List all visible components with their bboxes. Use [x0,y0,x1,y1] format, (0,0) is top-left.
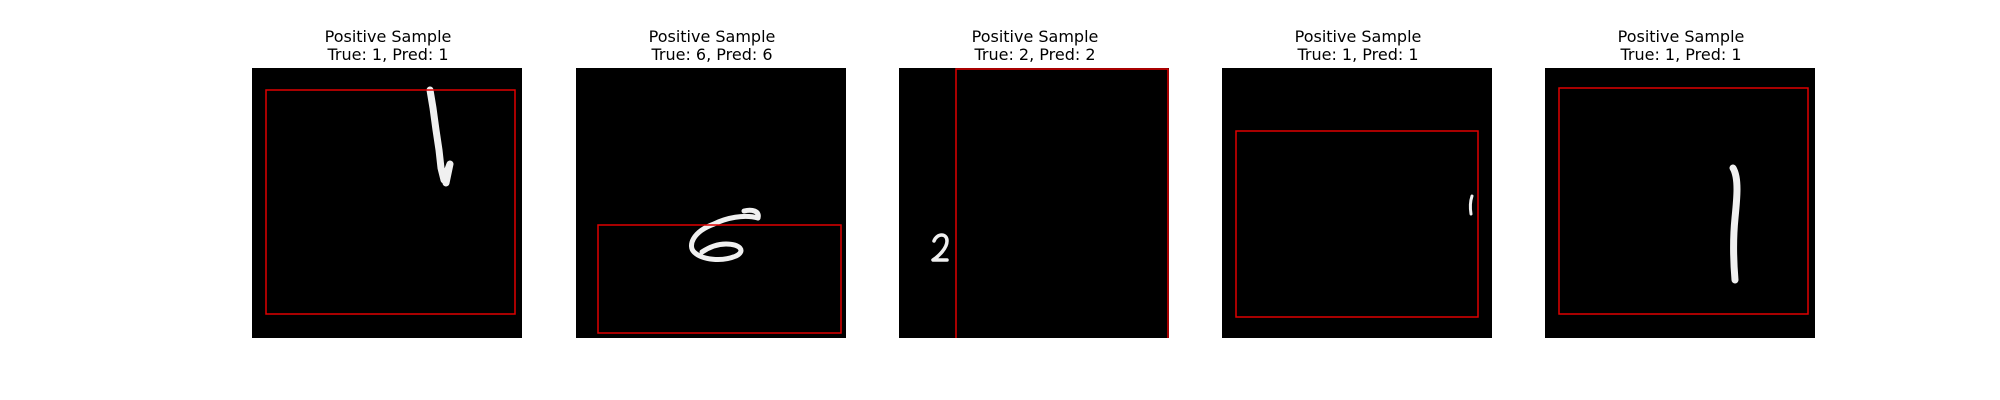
panel-title-line1: Positive Sample [1617,27,1745,46]
panel-title-line1: Positive Sample [1294,27,1422,46]
panel-title: Positive Sample True: 1, Pred: 1 [1198,28,1518,64]
digit-stroke [931,233,949,262]
digit-stroke-top [741,207,761,221]
sample-panel-2: Positive Sample True: 6, Pred: 6 [552,0,872,400]
panel-title: Positive Sample True: 1, Pred: 1 [228,28,548,64]
digit-stroke [1729,164,1741,284]
digit-stroke [689,213,761,262]
panel-title: Positive Sample True: 2, Pred: 2 [875,28,1195,64]
sample-panel-4: Positive Sample True: 1, Pred: 1 [1198,0,1518,400]
sample-image [576,68,846,338]
sample-image [899,68,1169,338]
sample-image [252,68,522,338]
bounding-box [597,224,842,334]
bounding-box [1235,130,1479,318]
sample-panel-5: Positive Sample True: 1, Pred: 1 [1521,0,1841,400]
panel-title: Positive Sample True: 1, Pred: 1 [1521,28,1841,64]
panel-title-line2: True: 1, Pred: 1 [1620,45,1742,64]
digit-stroke [426,86,454,187]
panel-title-line2: True: 1, Pred: 1 [327,45,449,64]
sample-image [1545,68,1815,338]
bounding-box [955,68,1169,338]
sample-image [1222,68,1492,338]
panel-title-line1: Positive Sample [648,27,776,46]
panel-title-line2: True: 2, Pred: 2 [974,45,1096,64]
panel-title: Positive Sample True: 6, Pred: 6 [552,28,872,64]
panel-title-line1: Positive Sample [324,27,452,46]
panel-title-line1: Positive Sample [971,27,1099,46]
digit-stroke [1468,194,1474,216]
sample-panel-1: Positive Sample True: 1, Pred: 1 [228,0,548,400]
bounding-box [1558,87,1809,315]
bounding-box [265,89,516,315]
panel-title-line2: True: 1, Pred: 1 [1297,45,1419,64]
panel-title-line2: True: 6, Pred: 6 [651,45,773,64]
sample-panel-3: Positive Sample True: 2, Pred: 2 [875,0,1195,400]
